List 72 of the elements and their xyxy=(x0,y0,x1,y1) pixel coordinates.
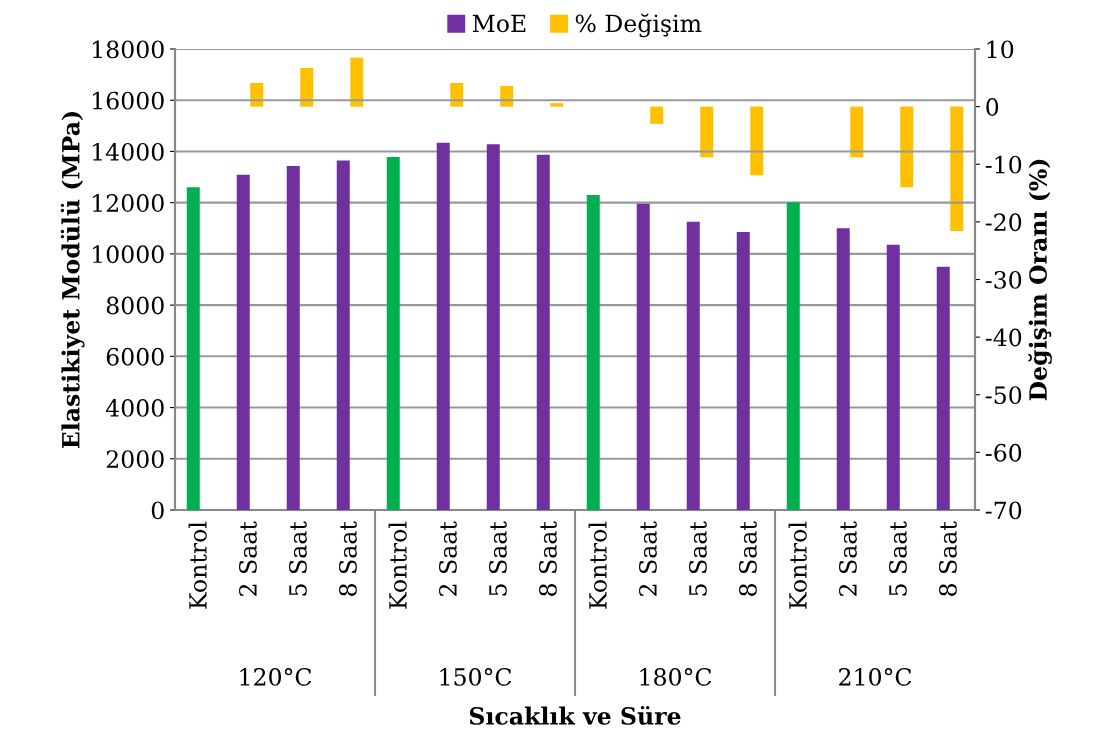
y2-tick-label: 10 xyxy=(987,40,1014,59)
y2-tick-label: -40 xyxy=(985,328,1022,347)
y-tick-label: 6000 xyxy=(106,347,164,366)
text: 120°C xyxy=(240,667,312,686)
y-tick-label: 16000 xyxy=(93,91,164,110)
y-axis-title: Elastikiyet Modülü (MPa) xyxy=(60,112,85,449)
bar xyxy=(650,106,664,124)
x-tick-label: 8 Saat xyxy=(538,521,557,596)
x-tick-label: 2 Saat xyxy=(638,521,657,596)
y2-axis-title: Değişim Oranı (%) xyxy=(1028,159,1052,401)
bar xyxy=(700,106,714,158)
bar xyxy=(586,194,600,510)
x-tick-label: 2 Saat xyxy=(438,521,457,596)
y-tick-label: 18000 xyxy=(93,40,164,59)
bar xyxy=(736,232,750,510)
bar xyxy=(350,57,364,107)
legend-label: % Değişim xyxy=(575,13,702,38)
y2-tick-label: -60 xyxy=(985,443,1022,462)
bar xyxy=(950,106,964,232)
x-tick-label: 2 Saat xyxy=(838,521,857,596)
bar xyxy=(250,83,264,107)
x-tick-label: Kontrol xyxy=(588,521,607,609)
x-tick-label: Kontrol xyxy=(788,521,807,609)
bar xyxy=(686,221,700,510)
bar xyxy=(936,266,950,510)
y2-tick-label: -50 xyxy=(985,386,1022,405)
text: 150°C xyxy=(440,667,512,686)
x-tick-label: 5 Saat xyxy=(688,521,707,596)
x-tick-label: 2 Saat xyxy=(238,521,257,596)
legend-label: MoE xyxy=(472,14,526,33)
x-tick-label: 5 Saat xyxy=(288,521,307,596)
text: 180°C xyxy=(640,667,712,686)
x-tick-label: Kontrol xyxy=(188,521,207,609)
bar xyxy=(186,187,200,510)
x-tick-label: 8 Saat xyxy=(338,521,357,596)
bar xyxy=(336,160,350,510)
y-tick-label: 10000 xyxy=(93,245,164,264)
x-tick-label: 5 Saat xyxy=(488,521,507,596)
bar xyxy=(486,144,500,510)
y-tick-label: 14000 xyxy=(93,142,164,161)
bar xyxy=(886,244,900,510)
y-tick-label: 8000 xyxy=(106,296,164,315)
x-tick-label: Kontrol xyxy=(388,521,407,609)
x-tick-label: 5 Saat xyxy=(888,521,907,596)
bar xyxy=(436,142,450,510)
x-tick-label: 8 Saat xyxy=(938,521,957,596)
bar xyxy=(836,228,850,510)
y2-tick-label: -70 xyxy=(985,501,1022,520)
bar xyxy=(900,106,914,188)
bar xyxy=(386,157,400,510)
y-tick-label: 2000 xyxy=(106,450,164,469)
bar xyxy=(636,203,650,510)
bar xyxy=(550,103,564,107)
bar xyxy=(750,106,764,176)
bar xyxy=(236,174,250,510)
y2-tick-label: -20 xyxy=(985,213,1022,232)
y-tick-label: 0 xyxy=(151,501,164,520)
y2-tick-label: -30 xyxy=(985,270,1022,289)
bar xyxy=(786,202,800,510)
y-tick-label: 4000 xyxy=(105,399,164,417)
y2-tick-label: 0 xyxy=(986,98,999,116)
x-axis-title: Sıcaklık ve Süre xyxy=(469,705,681,725)
bar xyxy=(286,166,300,510)
text: 210°C xyxy=(839,667,912,686)
y2-tick-label: -10 xyxy=(985,155,1022,174)
x-tick-label: 8 Saat xyxy=(738,521,757,596)
bar xyxy=(536,154,550,510)
bar xyxy=(300,68,314,107)
y-tick-label: 12000 xyxy=(93,194,164,212)
bar xyxy=(450,83,464,107)
bar xyxy=(500,85,514,107)
bar xyxy=(850,106,864,158)
